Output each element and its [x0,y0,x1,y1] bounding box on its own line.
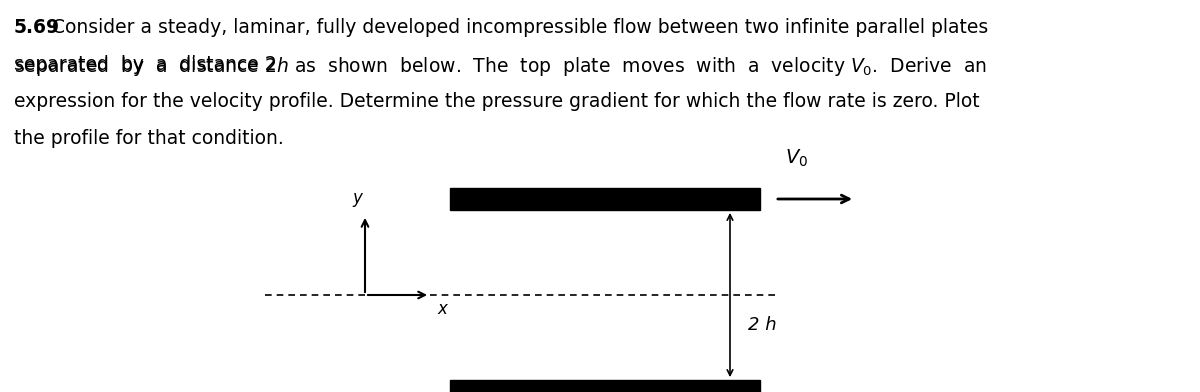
Text: Consider a steady, laminar, fully developed incompressible flow between two infi: Consider a steady, laminar, fully develo… [52,18,989,37]
Text: $V_0$: $V_0$ [785,148,808,169]
Text: 2 h: 2 h [748,316,776,334]
Text: expression for the velocity profile. Determine the pressure gradient for which t: expression for the velocity profile. Det… [14,92,979,111]
Text: 5.69: 5.69 [14,18,60,37]
Text: x: x [437,300,446,318]
Text: y: y [352,189,362,207]
Bar [450,188,760,210]
Bar [450,380,760,392]
Text: the profile for that condition.: the profile for that condition. [14,129,283,148]
Text: separated  by  a  distance 2: separated by a distance 2 [14,55,277,74]
Text: separated  by  a  distance 2$h$ as  shown  below.  The  top  plate  moves  with : separated by a distance 2$h$ as shown be… [14,55,986,78]
